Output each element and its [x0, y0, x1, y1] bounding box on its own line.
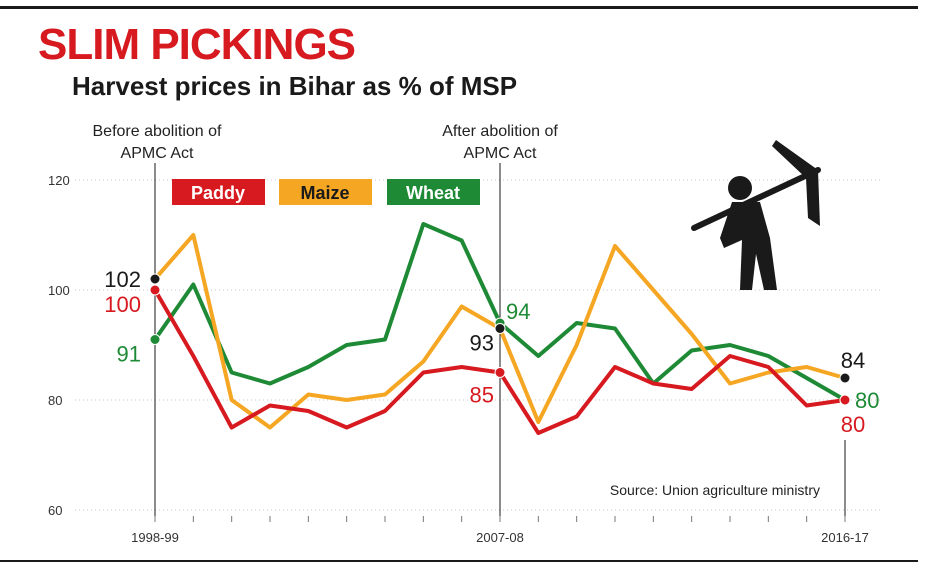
marker-point — [839, 372, 851, 384]
x-tick-label: 1998-99 — [131, 530, 179, 545]
legend-swatch-paddy — [172, 179, 265, 205]
marker-point — [149, 334, 161, 345]
marker-point — [494, 367, 506, 378]
marker-point — [149, 273, 161, 285]
chart-subtitle: Harvest prices in Bihar as % of MSP — [72, 71, 518, 101]
point-label: 80 — [855, 388, 879, 413]
y-tick-label: 80 — [48, 393, 62, 408]
x-tick-label: 2007-08 — [476, 530, 524, 545]
axis-ticks: 60 80 100 120 1998-99 2007-08 2016-17 — [48, 173, 869, 545]
x-tick-label: 2016-17 — [821, 530, 869, 545]
point-label: 100 — [104, 292, 141, 317]
legend-label-wheat: Wheat — [406, 183, 460, 203]
legend-label-paddy: Paddy — [191, 183, 245, 203]
marker-points — [149, 273, 851, 406]
point-label: 94 — [506, 299, 530, 324]
marker-point — [149, 284, 161, 296]
point-label: 80 — [841, 412, 865, 437]
headline: SLIM PICKINGS — [38, 20, 356, 69]
y-tick-label: 120 — [48, 173, 70, 188]
point-label: 85 — [470, 383, 494, 408]
after-annotation-line2: APMC Act — [464, 145, 537, 162]
legend: Paddy Maize Wheat — [172, 179, 480, 205]
y-tick-label: 60 — [48, 503, 62, 518]
legend-swatch-wheat — [387, 179, 480, 205]
man-with-pickaxe-icon — [691, 140, 821, 290]
legend-label-maize: Maize — [300, 183, 349, 203]
point-label: 91 — [117, 342, 141, 367]
top-rule — [0, 6, 918, 9]
marker-point — [839, 394, 851, 406]
marker-point — [494, 323, 506, 334]
point-label: 102 — [104, 267, 141, 292]
after-annotation-line1: After abolition of — [442, 123, 558, 140]
source-note: Source: Union agriculture ministry — [610, 482, 820, 498]
legend-swatch-maize — [279, 179, 372, 205]
y-tick-label: 100 — [48, 283, 70, 298]
before-annotation-line1: Before abolition of — [93, 123, 223, 140]
before-annotation-line2: APMC Act — [121, 145, 194, 162]
bottom-rule — [0, 560, 918, 562]
point-label: 93 — [470, 331, 494, 356]
point-label: 84 — [841, 348, 865, 373]
